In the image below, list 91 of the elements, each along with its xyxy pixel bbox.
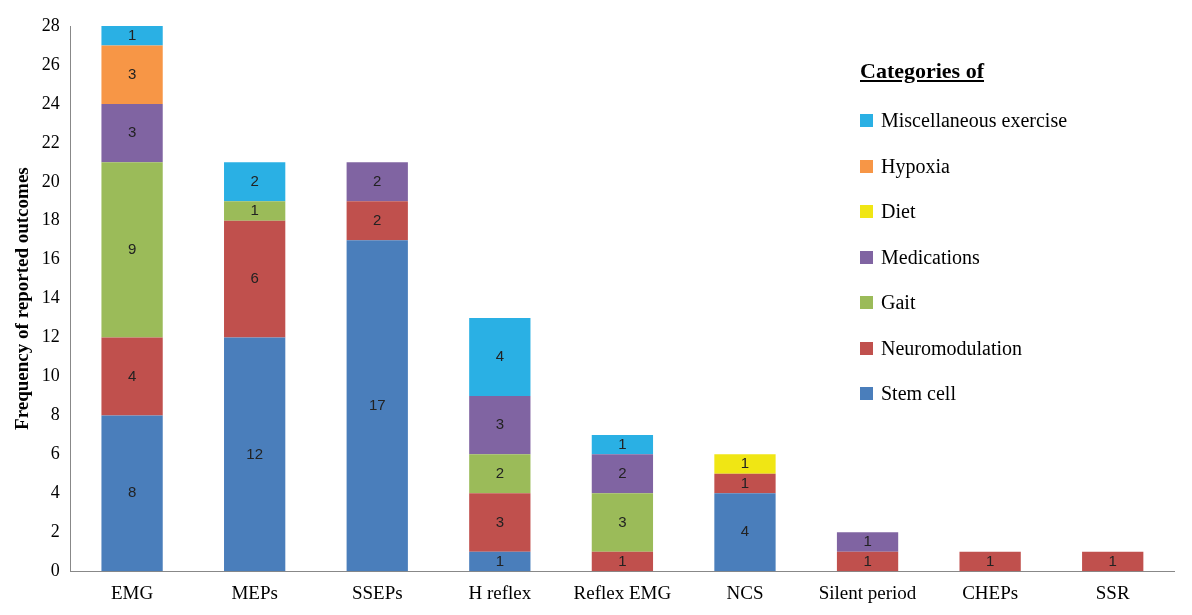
y-tick-label: 16 <box>41 248 60 269</box>
data-label: 3 <box>495 512 504 530</box>
bar <box>1082 551 1144 572</box>
bar <box>591 551 654 572</box>
bar <box>591 454 654 494</box>
y-tick-label: 8 <box>50 404 60 425</box>
y-tick-label: 20 <box>41 170 60 191</box>
bar <box>346 201 408 241</box>
legend-label: Gait <box>881 291 916 315</box>
bar <box>469 395 531 455</box>
data-label: 1 <box>618 434 627 452</box>
y-tick-label: 10 <box>41 365 60 386</box>
bar <box>224 337 286 572</box>
data-label: 17 <box>368 395 386 413</box>
legend-label: Neuromodulation <box>881 336 1023 360</box>
y-tick-label: 14 <box>41 287 60 308</box>
y-axis-title: Frequency of reported outcomes <box>11 167 33 430</box>
data-label: 1 <box>740 454 750 472</box>
data-label: 3 <box>495 415 504 433</box>
bar <box>714 454 776 474</box>
bar <box>836 551 899 572</box>
bar <box>469 551 531 572</box>
x-tick-label: CHEPs <box>962 581 1019 603</box>
y-tick-label: 4 <box>50 482 60 503</box>
bar <box>469 493 531 552</box>
data-label: 1 <box>740 473 750 491</box>
y-tick-label: 2 <box>50 520 60 541</box>
data-label: 4 <box>495 347 504 365</box>
bar <box>101 45 163 104</box>
y-tick-label: 6 <box>50 443 60 464</box>
data-label: 1 <box>495 551 504 569</box>
bar <box>836 532 899 552</box>
bar <box>101 103 163 163</box>
data-label: 1 <box>985 551 995 569</box>
data-label: 3 <box>127 64 137 82</box>
data-label: 1 <box>127 25 137 43</box>
data-label: 2 <box>250 171 259 189</box>
data-label: 1 <box>1108 551 1117 569</box>
bar <box>469 454 531 494</box>
bar <box>224 201 286 221</box>
bar <box>714 493 776 572</box>
bar <box>346 240 408 572</box>
x-tick-label: H reflex <box>468 581 532 603</box>
bar <box>101 337 163 416</box>
data-label: 3 <box>618 512 627 530</box>
data-label: 4 <box>740 522 750 540</box>
bar <box>101 26 163 46</box>
data-label: 1 <box>618 551 627 569</box>
data-label: 1 <box>863 551 872 569</box>
data-label: 2 <box>373 210 382 228</box>
bar <box>224 162 286 202</box>
x-tick-label: Silent period <box>818 581 917 603</box>
bar <box>591 493 654 552</box>
bar <box>224 220 286 338</box>
bar <box>101 415 163 572</box>
bar <box>346 162 408 202</box>
x-tick-label: EMG <box>110 581 154 603</box>
legend-title: Categories of <box>860 58 986 84</box>
y-tick-label: 0 <box>50 559 60 580</box>
bar <box>959 551 1021 572</box>
legend-label: Diet <box>881 200 916 224</box>
legend-label: Miscellaneous exercise <box>881 109 1068 133</box>
data-label: 2 <box>618 463 627 481</box>
data-label: 4 <box>127 366 137 384</box>
data-label: 1 <box>250 201 259 219</box>
x-tick-label: MEPs <box>231 581 278 603</box>
bar <box>714 473 776 494</box>
y-tick-label: 24 <box>41 92 60 113</box>
y-tick-label: 22 <box>41 131 60 152</box>
legend-label: Stem cell <box>881 382 956 406</box>
x-tick-label: Reflex EMG <box>573 581 672 603</box>
y-tick-label: 26 <box>41 53 60 74</box>
data-label: 3 <box>127 123 137 141</box>
data-label: 6 <box>250 269 259 287</box>
bar <box>591 434 654 455</box>
x-tick-label: NCS <box>726 581 764 603</box>
y-tick-label: 18 <box>41 209 60 230</box>
x-tick-label: SSEPs <box>351 581 403 603</box>
data-label: 1 <box>863 532 872 550</box>
data-label: 2 <box>373 171 382 189</box>
data-label: 9 <box>127 240 137 258</box>
legend-label: Medications <box>881 245 980 269</box>
legend-label: Hypoxia <box>881 154 950 178</box>
y-tick-label: 28 <box>41 14 60 35</box>
x-tick-label: SSR <box>1095 581 1130 603</box>
bar <box>469 318 531 396</box>
data-label: 8 <box>127 483 137 501</box>
bar <box>101 162 163 338</box>
data-label: 12 <box>246 444 264 462</box>
data-label: 2 <box>495 463 504 481</box>
y-tick-label: 12 <box>41 326 60 347</box>
